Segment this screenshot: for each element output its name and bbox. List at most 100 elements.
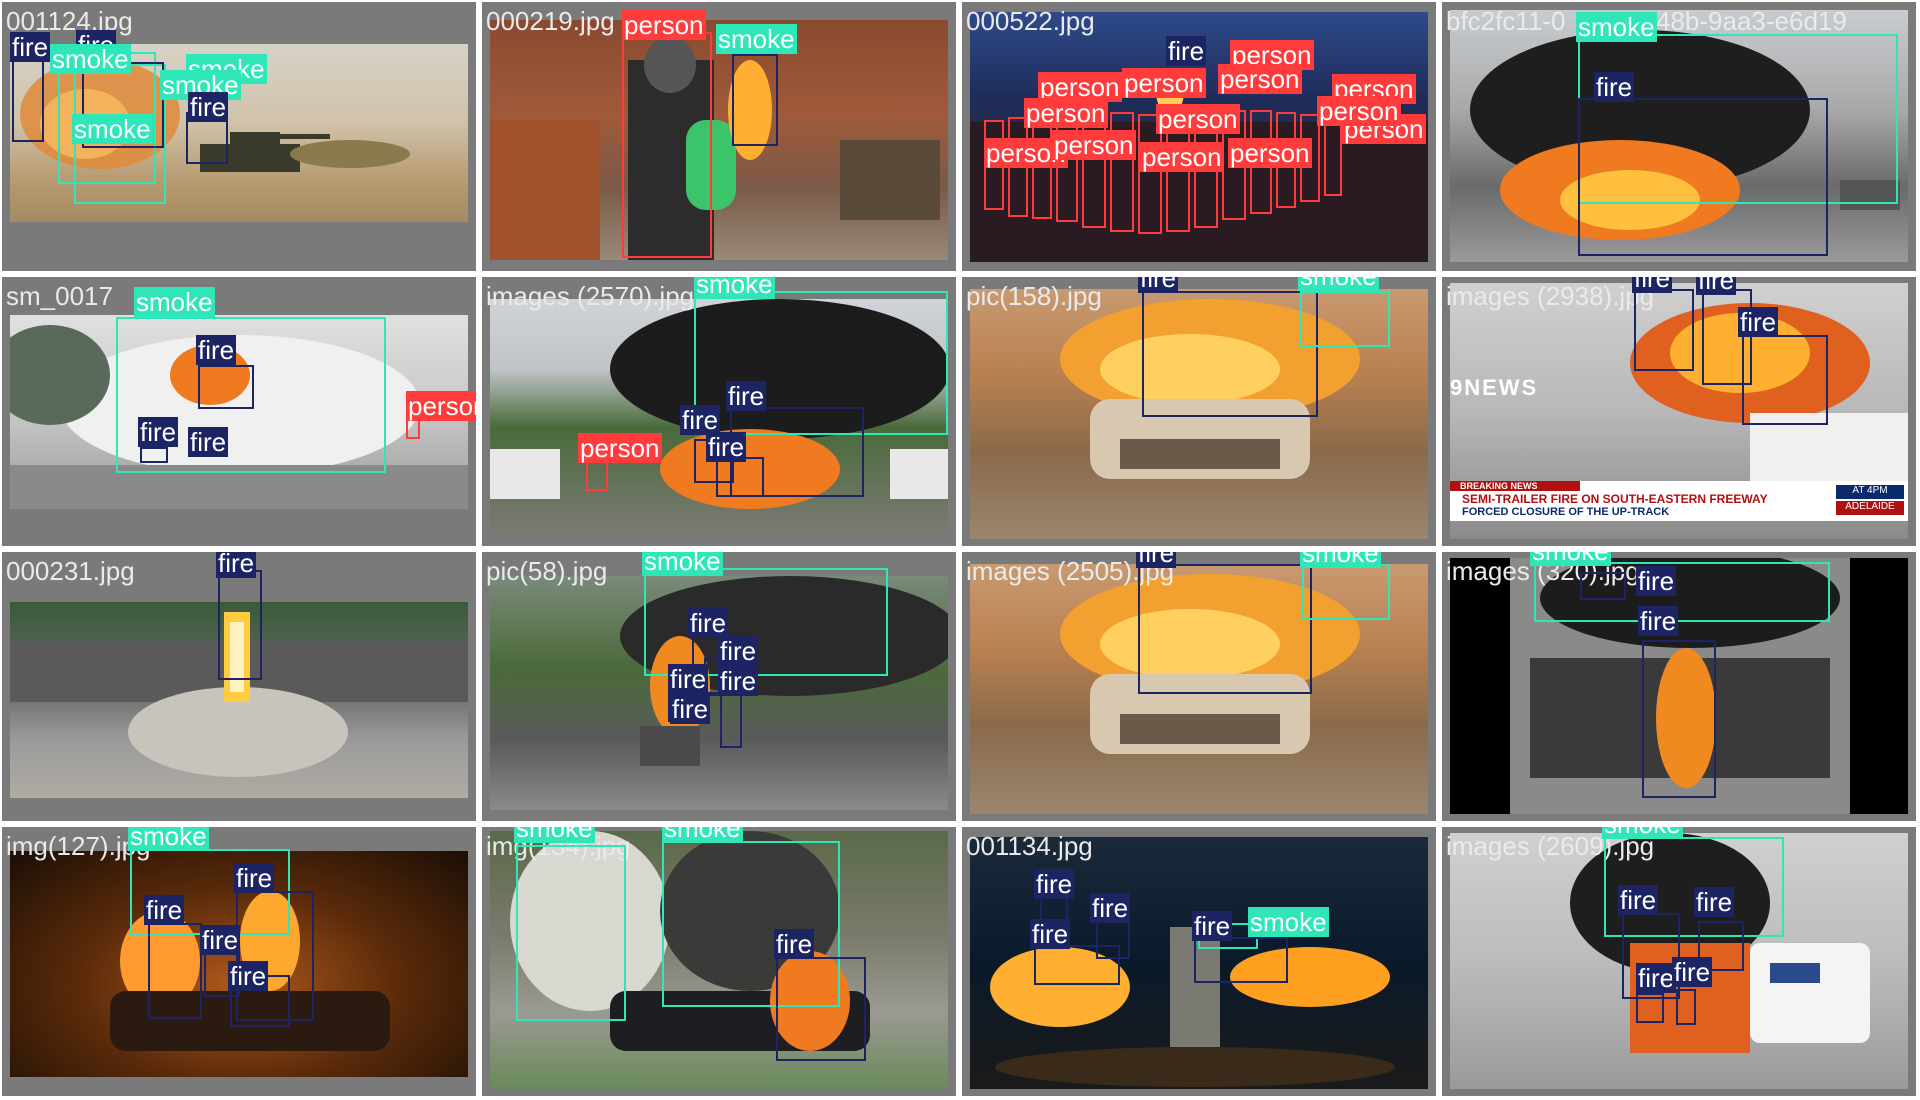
photo-tanker-fire (1450, 558, 1908, 814)
person-box (622, 32, 712, 258)
fire-box (732, 54, 778, 146)
tile-pic-158: pic(158).jpg fire smoke (962, 277, 1436, 546)
fire-box (1676, 989, 1696, 1025)
fire-label: fire (228, 961, 269, 991)
person-label: person (1140, 142, 1224, 172)
fire-label: fire (188, 92, 229, 122)
tile-img-134: img(134).jpg smoke smoke fire (482, 827, 956, 1096)
filename-label: 000522.jpg (966, 6, 1095, 36)
fire-label: fire (706, 432, 747, 462)
fire-label: fire (1192, 911, 1233, 941)
smoke-box (1534, 562, 1830, 622)
tile-bfc2fc11: bfc2fc11-0 48b-9aa3-e6d19 smoke fire (1442, 2, 1916, 271)
tile-images-2938: 9NEWS BREAKING NEWS SEMI-TRAILER FIRE ON… (1442, 277, 1916, 546)
person-label: person (1156, 104, 1240, 134)
smoke-box (1300, 291, 1390, 347)
filename-label-tail: 48b-9aa3-e6d19 (1656, 6, 1847, 36)
photo-firefighter (490, 20, 948, 260)
fire-label: fire (1632, 277, 1673, 293)
fire-label: fire (688, 608, 729, 638)
smoke-label: smoke (72, 114, 153, 144)
filename-label: 001134.jpg (966, 831, 1093, 861)
fire-box (776, 957, 866, 1061)
photo-car-fire (970, 289, 1428, 539)
tile-000231: 000231.jpg fire (2, 552, 476, 821)
fire-label: fire (1594, 72, 1635, 102)
fire-box (1580, 572, 1626, 600)
fire-label: fire (1636, 566, 1677, 596)
photo-car-fire (970, 564, 1428, 814)
fire-box (1142, 291, 1318, 417)
smoke-label: smoke (1530, 552, 1611, 566)
person-label: person (1317, 96, 1401, 126)
fire-label: fire (1090, 893, 1131, 923)
tile-img-127: img(127).jpg smoke fire fire fire fire (2, 827, 476, 1096)
fire-label: fire (1030, 919, 1071, 949)
smoke-label: smoke (514, 827, 595, 843)
fire-box (140, 447, 168, 463)
fire-box (1642, 640, 1716, 798)
fire-label: fire (10, 32, 51, 62)
ticker-line-2: FORCED CLOSURE OF THE UP-TRACK (1462, 506, 1670, 518)
filename-label: images (2938).jpg (1446, 281, 1655, 311)
smoke-box (516, 845, 626, 1021)
fire-label: fire (718, 636, 759, 666)
person-label: person (1024, 98, 1108, 128)
smoke-label: smoke (128, 827, 209, 851)
news-ticker: BREAKING NEWS SEMI-TRAILER FIRE ON SOUTH… (1450, 481, 1908, 521)
fire-label: fire (1638, 606, 1679, 636)
fire-box (236, 891, 314, 1021)
filename-label: pic(58).jpg (486, 556, 608, 586)
smoke-label: smoke (662, 827, 743, 843)
fire-label: fire (774, 929, 815, 959)
fire-label: fire (1738, 307, 1779, 337)
fire-label: fire (200, 925, 241, 955)
fire-box (218, 570, 262, 680)
filename-label: img(127).jpg (6, 831, 151, 861)
tile-images-320: images (320).jpg smoke fire fire (1442, 552, 1916, 821)
fire-label: fire (216, 552, 257, 578)
person-box (1324, 116, 1342, 196)
tile-001124: 001124.jpg fire fire smoke smoke smoke s… (2, 2, 476, 271)
fire-box (148, 923, 202, 1019)
tile-000522: 000522.jpg fire person person person per… (962, 2, 1436, 271)
person-label: person (1122, 68, 1206, 98)
smoke-box (1604, 837, 1784, 937)
person-label: person (1038, 72, 1122, 102)
fire-label: fire (1136, 552, 1177, 568)
tile-images-2609: images (2609).jpg smoke fire fire fire f… (1442, 827, 1916, 1096)
fire-label: fire (668, 664, 709, 694)
fire-box (1634, 289, 1694, 371)
smoke-label: smoke (642, 552, 723, 576)
smoke-label: smoke (1298, 277, 1379, 291)
smoke-label: smoke (1602, 827, 1683, 839)
filename-label: 000219.jpg (486, 6, 615, 36)
smoke-box (644, 568, 888, 676)
tile-images-2505: images (2505).jpg fire smoke (962, 552, 1436, 821)
smoke-box (662, 841, 840, 1007)
filename-label: bfc2fc11-0 (1446, 6, 1566, 36)
person-label: person (1052, 130, 1136, 160)
person-box (1138, 114, 1162, 234)
fire-label: fire (1618, 885, 1659, 915)
person-box (586, 461, 608, 491)
smoke-label: smoke (694, 277, 775, 299)
fire-box (1578, 98, 1828, 256)
fire-label: fire (234, 863, 275, 893)
fire-label: fire (144, 895, 185, 925)
fire-label: fire (1138, 277, 1179, 293)
smoke-box (694, 291, 948, 435)
news-watermark: 9NEWS (1450, 375, 1539, 400)
photo-fire-fountain (10, 602, 468, 798)
fire-label: fire (1696, 277, 1737, 295)
fire-box (720, 692, 742, 748)
filename-label: pic(158).jpg (966, 281, 1102, 311)
fire-label: fire (680, 405, 721, 435)
smoke-label: smoke (1576, 12, 1657, 42)
fire-box (1138, 564, 1312, 694)
person-label: person (622, 10, 706, 40)
fire-label: fire (1672, 957, 1713, 987)
fire-label: fire (726, 381, 767, 411)
person-box (1110, 112, 1134, 232)
smoke-label: smoke (1248, 907, 1329, 937)
